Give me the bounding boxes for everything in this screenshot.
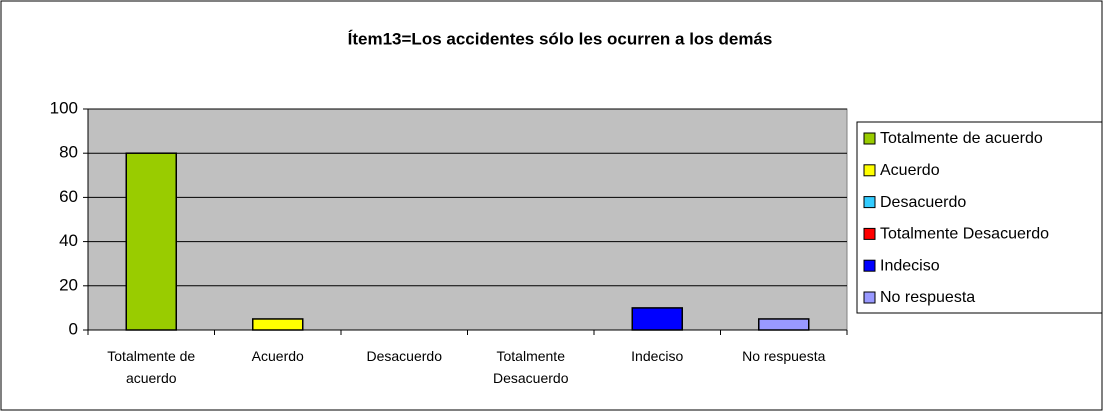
legend-swatch [863, 132, 876, 145]
legend-swatch [863, 164, 876, 177]
bar [125, 152, 177, 331]
legend-swatch [863, 291, 876, 304]
x-tick-label: Desacuerdo [367, 348, 443, 364]
y-tick-label: 0 [69, 319, 78, 338]
plot-area [87, 108, 848, 331]
x-tick-label: Totalmente de acuerdo [107, 348, 195, 386]
legend-swatch [863, 259, 876, 272]
legend-label: Desacuerdo [880, 194, 966, 211]
legend-box [856, 121, 1103, 314]
x-tick-label: No respuesta [742, 348, 825, 364]
x-tick-label: Acuerdo [252, 348, 304, 364]
bar [758, 318, 810, 331]
chart-title: Ítem13=Los accidentes sólo les ocurren a… [348, 29, 773, 48]
legend-label: Acuerdo [880, 162, 940, 179]
y-tick-label: 80 [59, 143, 78, 162]
legend-label: No respuesta [880, 289, 975, 306]
y-tick-label: 100 [50, 98, 78, 117]
y-tick-label: 20 [59, 275, 78, 294]
legend-label: Totalmente de acuerdo [880, 130, 1043, 147]
x-tick-label: Indeciso [631, 348, 683, 364]
legend-swatch [863, 227, 876, 240]
y-tick-label: 60 [59, 187, 78, 206]
x-tick-label: Totalmente Desacuerdo [493, 348, 569, 386]
legend-label: Totalmente Desacuerdo [880, 226, 1049, 243]
legend-label: Indeciso [880, 257, 940, 274]
y-tick-label: 40 [59, 231, 78, 250]
legend-swatch [863, 196, 876, 209]
bar [631, 307, 683, 331]
bar [252, 318, 304, 331]
